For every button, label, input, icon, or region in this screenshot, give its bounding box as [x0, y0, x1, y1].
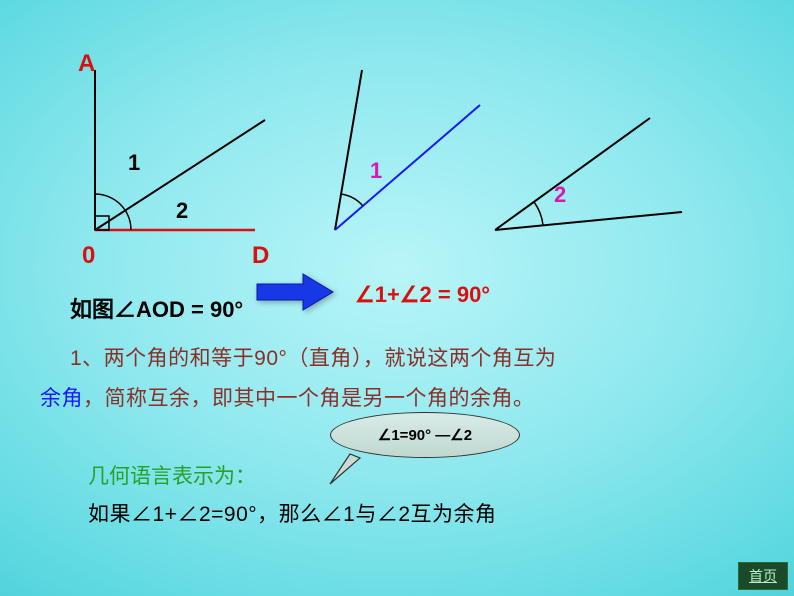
angle-2-right: 2	[554, 182, 566, 208]
callout-text: ∠1=90° —∠2	[378, 426, 472, 444]
geom-language-label: 几何语言表示为：	[88, 460, 256, 490]
geom-sentence: 如果∠1+∠2=90°，那么∠1与∠2互为余角	[88, 498, 497, 528]
rule-suffix: ，简称互余，即其中一个角是另一个角的余角。	[83, 387, 535, 410]
equation-sum: ∠1+∠2 = 90°	[355, 282, 490, 308]
home-label: 首页	[749, 568, 777, 584]
rule-line1: 1、两个角的和等于90°（直角），就说这两个角互为	[70, 342, 556, 372]
home-button[interactable]: 首页	[738, 562, 788, 590]
callout-tail-icon	[320, 450, 370, 490]
rule-keyword: 余角	[40, 387, 83, 410]
equation-aod: 如图∠AOD = 90°	[70, 292, 243, 324]
rule-line2: 余角，简称互余，即其中一个角是另一个角的余角。	[40, 382, 535, 412]
rule-prefix: 1、两个角的和等于90°（直角），就说这两个角互为	[70, 347, 556, 370]
angle-diagram-right	[0, 0, 720, 260]
arrow-icon	[255, 272, 335, 312]
